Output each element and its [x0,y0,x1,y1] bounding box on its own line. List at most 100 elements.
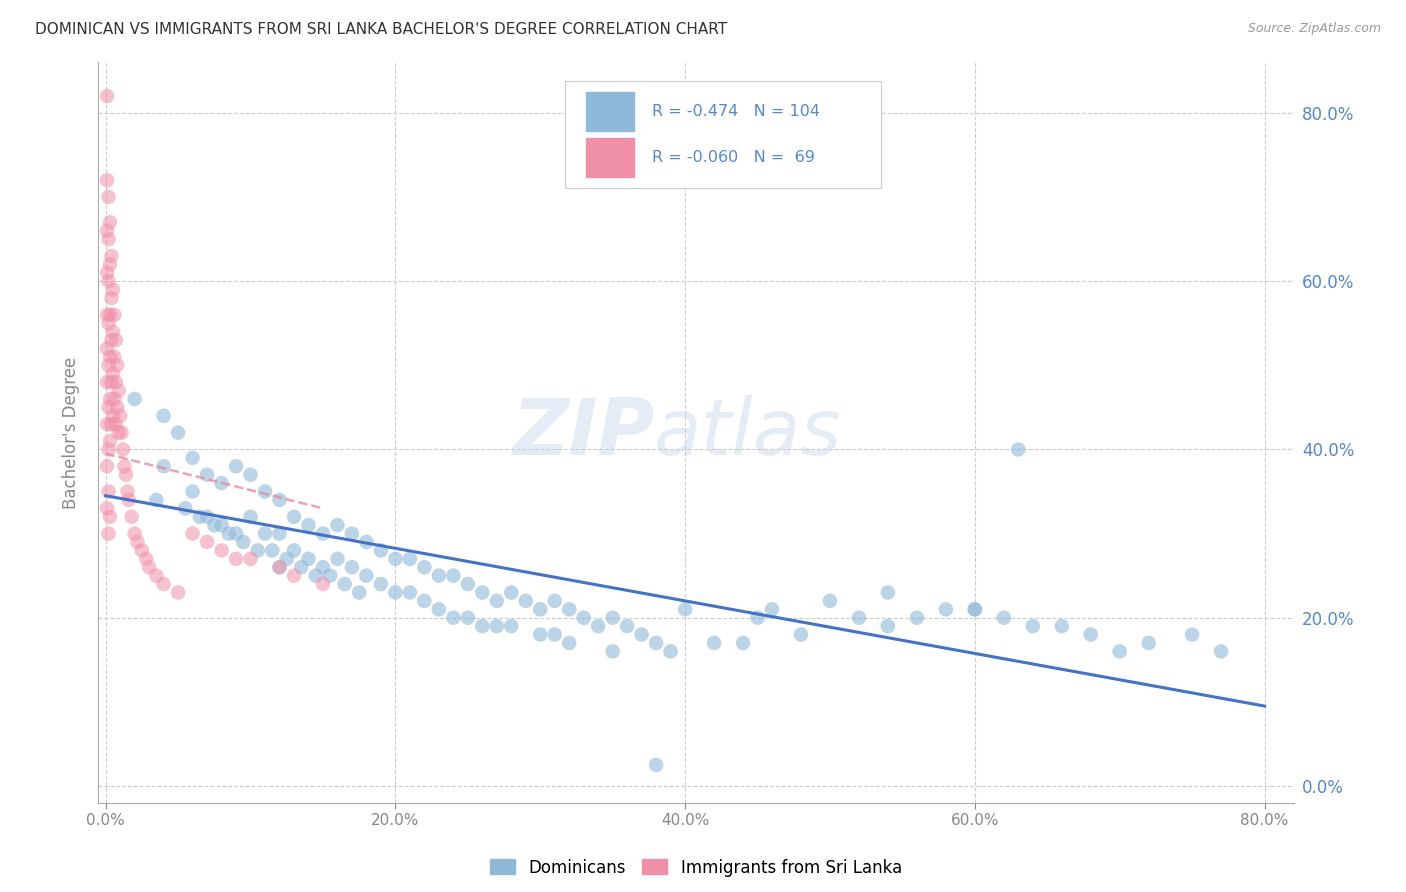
Point [152,577,174,591]
Point [370,543,392,558]
Point [935,602,957,616]
Point [347,585,370,599]
Point [101,325,124,339]
Point [1050,619,1073,633]
Point [107,425,129,440]
Point [312,526,335,541]
Point [384,551,406,566]
Point [107,384,129,398]
Point [211,518,233,533]
Point [471,585,494,599]
Point [105,359,128,373]
Point [283,568,305,582]
Point [101,283,124,297]
Point [1007,442,1029,457]
Point [253,484,276,499]
Point [529,627,551,641]
Point [731,636,754,650]
Point [485,619,508,633]
Point [96,501,118,516]
Point [790,627,813,641]
Point [101,367,124,381]
Point [96,459,118,474]
Point [104,375,127,389]
Point [305,568,328,582]
Point [356,568,378,582]
Point [211,476,233,491]
Point [239,467,262,482]
Point [572,610,595,624]
Point [319,568,342,582]
Point [269,560,291,574]
Point [269,492,291,507]
Point [218,526,240,541]
Point [262,543,284,558]
Point [97,359,120,373]
Point [232,535,254,549]
Point [457,610,479,624]
Point [98,215,121,229]
Point [152,409,174,423]
Point [501,619,523,633]
Point [167,585,190,599]
Point [121,509,143,524]
Point [96,89,118,103]
Point [399,585,422,599]
Point [104,417,127,432]
Point [413,594,436,608]
Point [312,577,335,591]
Point [131,543,153,558]
Point [202,518,225,533]
Point [630,627,652,641]
Point [515,594,537,608]
Point [96,375,118,389]
Point [117,484,139,499]
Point [211,543,233,558]
Point [963,602,986,616]
Point [399,551,422,566]
Point [485,594,508,608]
Point [761,602,783,616]
Point [100,333,122,347]
Point [96,417,118,432]
Point [703,636,725,650]
Point [645,636,668,650]
Point [239,551,262,566]
Point [427,568,450,582]
Point [427,602,450,616]
Point [174,501,197,516]
Point [1137,636,1160,650]
Point [114,459,136,474]
Point [544,594,567,608]
Point [818,594,841,608]
Point [993,610,1015,624]
Point [115,467,138,482]
Point [167,425,190,440]
Point [96,266,118,280]
Point [747,610,769,624]
Point [239,509,262,524]
Point [558,636,581,650]
Point [108,409,131,423]
Point [110,425,132,440]
Point [100,375,122,389]
Point [152,459,174,474]
Point [97,190,120,204]
Point [645,758,668,772]
Point [370,577,392,591]
Point [100,249,122,263]
Point [98,509,121,524]
Point [905,610,928,624]
Point [529,602,551,616]
Point [659,644,682,658]
Text: R = -0.474   N = 104: R = -0.474 N = 104 [652,104,820,120]
Point [97,401,120,415]
Point [97,442,120,457]
Legend: Dominicans, Immigrants from Sri Lanka: Dominicans, Immigrants from Sri Lanka [484,852,908,883]
Point [544,627,567,641]
Point [877,585,900,599]
Point [98,308,121,322]
Point [98,350,121,364]
Point [181,526,204,541]
Point [356,535,378,549]
